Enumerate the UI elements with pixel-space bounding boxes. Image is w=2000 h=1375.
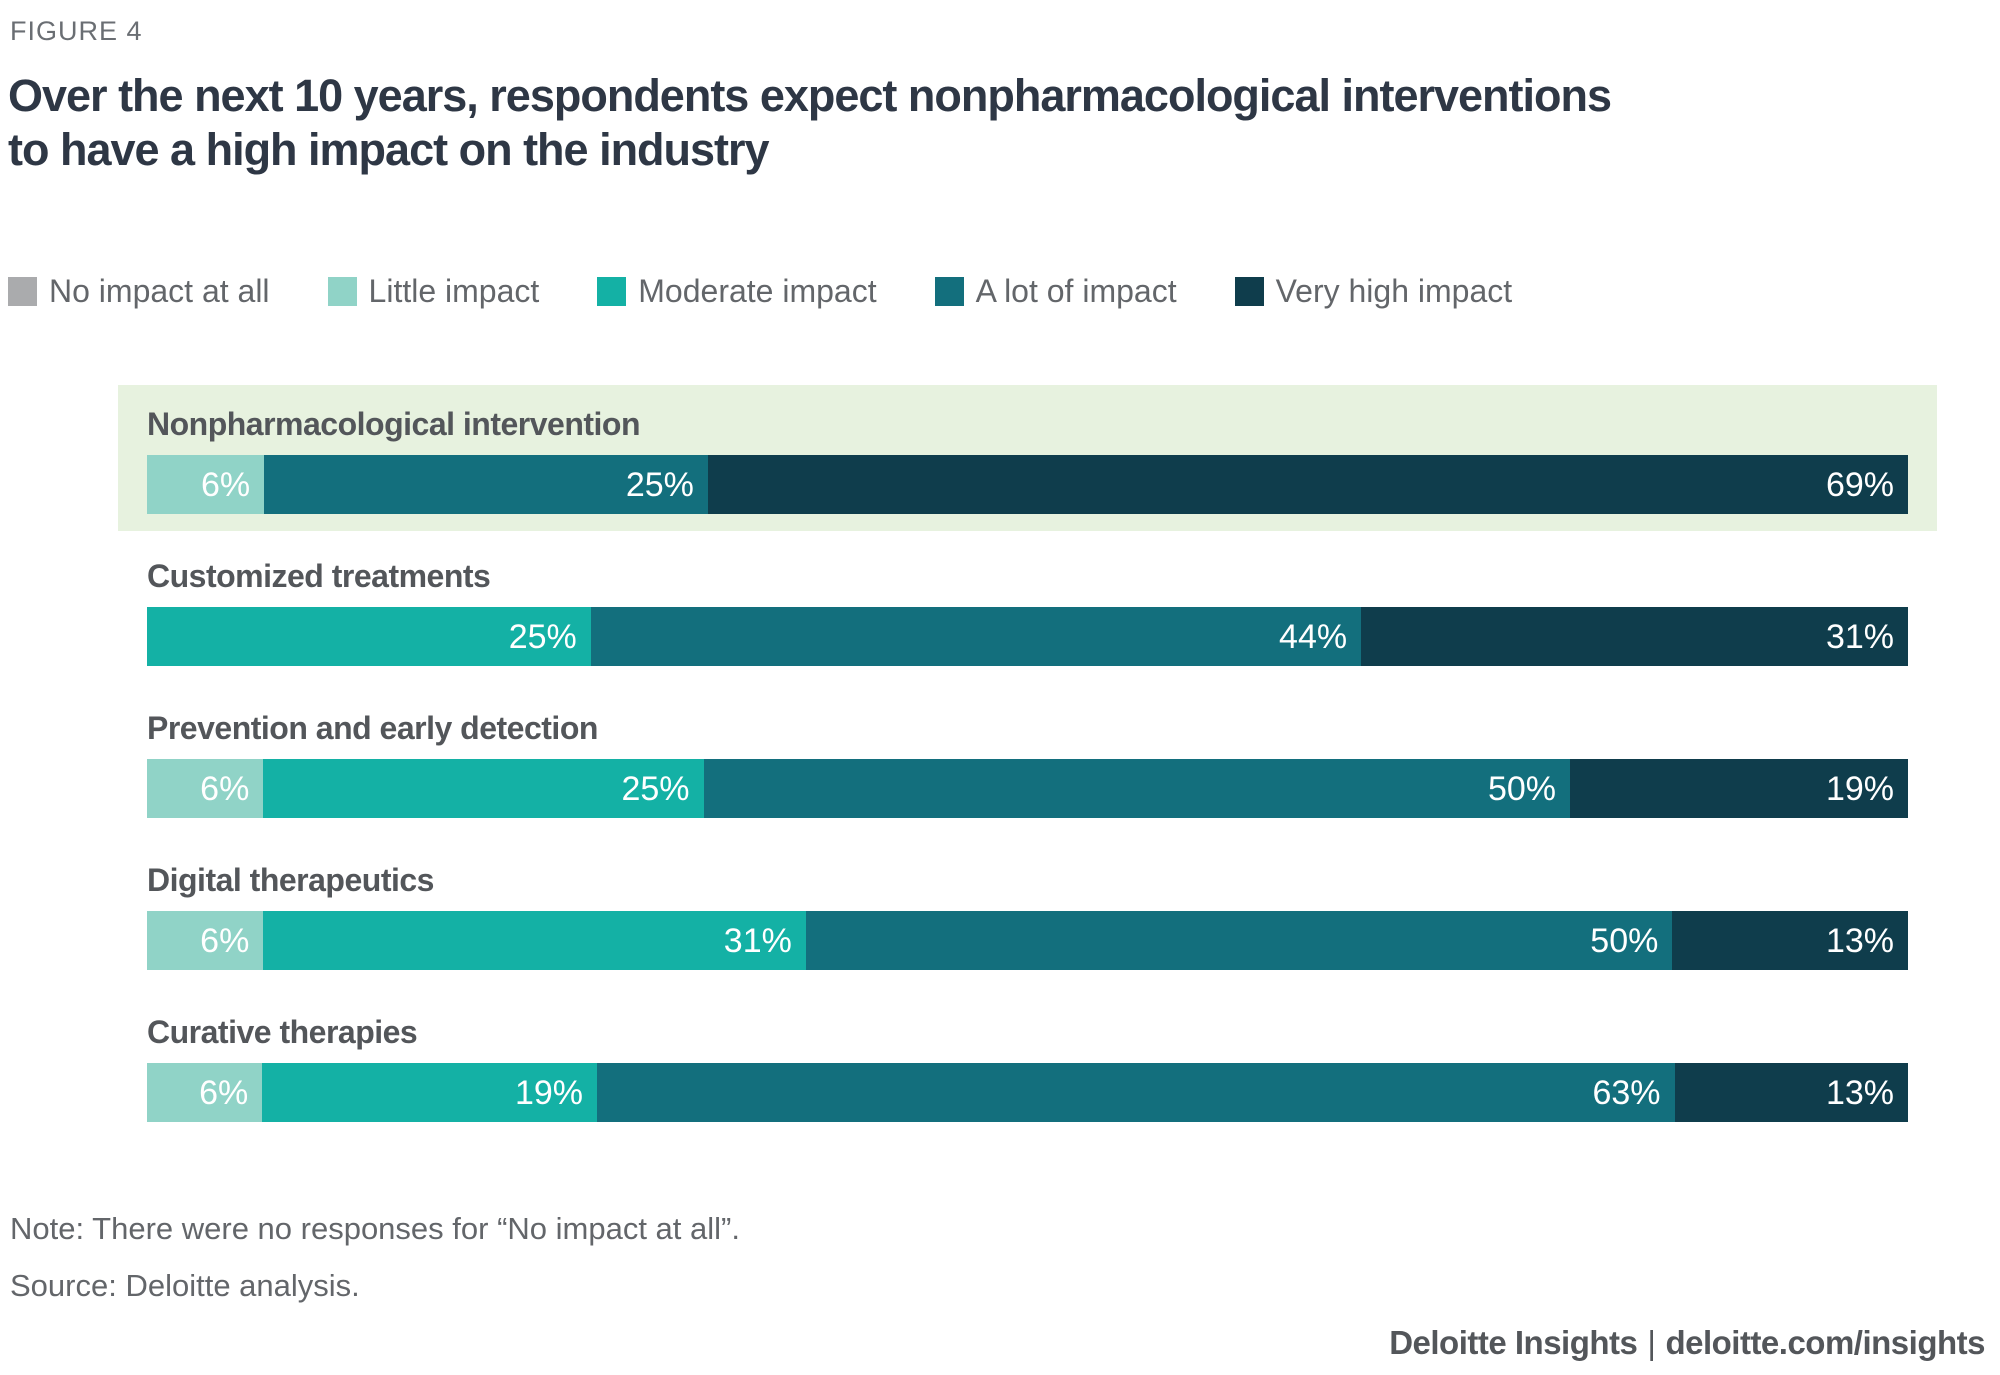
bar-segment-a-lot-of-impact: 44% — [590, 607, 1362, 666]
footer-separator: | — [1647, 1323, 1656, 1361]
bar-segment-very-high-impact: 19% — [1570, 759, 1908, 818]
bar-segment-moderate-impact: 25% — [147, 607, 591, 666]
bar-segment-little-impact: 6% — [147, 759, 264, 818]
chart-row: Digital therapeutics 6% 31% 50% 13% — [118, 841, 1937, 987]
legend: No impact at all Little impact Moderate im… — [8, 273, 1985, 310]
category-label: Customized treatments — [147, 558, 491, 594]
bar-segment-very-high-impact: 13% — [1674, 1063, 1908, 1122]
category-label: Digital therapeutics — [147, 862, 434, 898]
legend-item-very-high-impact: Very high impact — [1234, 273, 1513, 310]
segment-value-label: 25% — [508, 617, 577, 656]
bar-segment-moderate-impact: 19% — [262, 1063, 598, 1122]
segment-value-label: 50% — [1487, 769, 1557, 808]
chart-row: Curative therapies 6% 19% 63% 13% — [118, 993, 1937, 1139]
segment-value-label: 13% — [1825, 1073, 1894, 1112]
legend-swatch — [597, 277, 627, 306]
stacked-bar: 6% 25% 69% — [147, 455, 1908, 514]
chart-row: Prevention and early detection 6% 25% 50% 19… — [118, 689, 1937, 835]
footer: Deloitte Insights | deloitte.com/insights — [8, 1324, 1985, 1362]
note-text: Note: There were no responses for “No im… — [10, 1211, 740, 1246]
segment-value-label: 6% — [201, 465, 251, 504]
segment-value-label: 6% — [200, 769, 250, 808]
segment-value-label: 31% — [1825, 617, 1894, 656]
segment-value-label: 6% — [200, 921, 250, 960]
segment-value-label: 63% — [1592, 1073, 1661, 1112]
bar-segment-little-impact: 6% — [147, 1063, 263, 1122]
footnotes: Note: There were no responses for “No im… — [10, 1207, 1985, 1308]
legend-label: Little impact — [368, 273, 540, 309]
chart-row: Nonpharmacological intervention 6% 25% 69% — [118, 385, 1937, 531]
category-label: Nonpharmacological intervention — [147, 406, 641, 442]
legend-label: Very high impact — [1275, 273, 1513, 309]
segment-value-label: 6% — [199, 1073, 249, 1112]
footer-brand: Deloitte Insights — [1389, 1323, 1638, 1361]
segment-value-label: 25% — [625, 465, 694, 504]
chart-title: Over the next 10 years, respondents expe… — [8, 69, 1985, 177]
footer-url[interactable]: deloitte.com/insights — [1665, 1323, 1985, 1361]
legend-item-no-impact-at-all: No impact at all — [8, 273, 270, 310]
bar-segment-very-high-impact: 69% — [707, 455, 1908, 514]
stacked-bar: 25% 44% 31% — [147, 607, 1908, 666]
bar-segment-a-lot-of-impact: 63% — [597, 1063, 1675, 1122]
segment-value-label: 13% — [1825, 921, 1894, 960]
segment-value-label: 19% — [1825, 769, 1894, 808]
legend-swatch — [934, 277, 964, 306]
legend-swatch — [1234, 277, 1264, 306]
segment-value-label: 50% — [1590, 921, 1659, 960]
legend-item-moderate-impact: Moderate impact — [597, 273, 877, 310]
legend-label: Moderate impact — [638, 273, 877, 309]
bar-segment-a-lot-of-impact: 50% — [805, 911, 1673, 970]
chart-rows: Nonpharmacological intervention 6% 25% 69% C… — [118, 385, 1937, 1139]
bar-segment-little-impact: 6% — [147, 911, 264, 970]
legend-item-a-lot-of-impact: A lot of impact — [934, 273, 1177, 310]
source-text: Source: Deloitte analysis. — [10, 1268, 360, 1304]
category-label: Prevention and early detection — [147, 710, 598, 746]
segment-value-label: 19% — [514, 1073, 584, 1112]
bar-segment-moderate-impact: 31% — [263, 911, 806, 970]
bar-segment-very-high-impact: 13% — [1672, 911, 1908, 970]
segment-value-label: 69% — [1825, 465, 1894, 504]
stacked-bar: 6% 31% 50% 13% — [147, 911, 1908, 970]
segment-value-label: 25% — [621, 769, 690, 808]
legend-label: A lot of impact — [975, 273, 1177, 309]
legend-swatch — [327, 277, 357, 306]
category-label: Curative therapies — [147, 1014, 418, 1050]
chart-title-line1: Over the next 10 years, respondents expe… — [8, 70, 1612, 121]
figure-label: FIGURE 4 — [10, 16, 143, 46]
chart-row: Customized treatments 25% 44% 31% — [118, 537, 1937, 683]
segment-value-label: 31% — [723, 921, 792, 960]
legend-swatch — [8, 277, 37, 306]
legend-item-little-impact: Little impact — [327, 273, 540, 310]
stacked-bar: 6% 25% 50% 19% — [147, 759, 1908, 818]
bar-segment-moderate-impact: 25% — [263, 759, 704, 818]
bar-segment-little-impact: 6% — [147, 455, 265, 514]
bar-segment-a-lot-of-impact: 25% — [264, 455, 708, 514]
segment-value-label: 44% — [1279, 617, 1348, 656]
legend-label: No impact at all — [49, 273, 270, 309]
stacked-bar: 6% 19% 63% 13% — [147, 1063, 1908, 1122]
bar-segment-very-high-impact: 31% — [1361, 607, 1908, 666]
stacked-bar-chart: Nonpharmacological intervention 6% 25% 69% C… — [118, 385, 1937, 1139]
chart-title-line2: to have a high impact on the industry — [8, 124, 770, 175]
bar-segment-a-lot-of-impact: 50% — [703, 759, 1571, 818]
